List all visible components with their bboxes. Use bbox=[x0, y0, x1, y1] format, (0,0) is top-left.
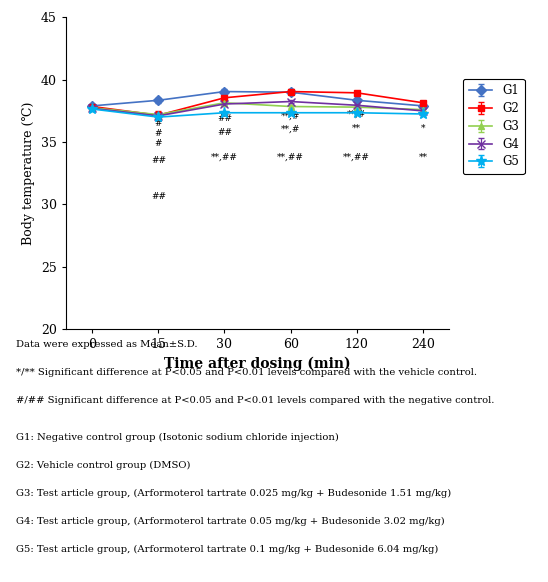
Text: Data were expressed as Mean±S.D.: Data were expressed as Mean±S.D. bbox=[16, 340, 198, 349]
Text: G3: Test article group, (Arformoterol tartrate 0.025 mg/kg + Budesonide 1.51 mg/: G3: Test article group, (Arformoterol ta… bbox=[16, 488, 452, 498]
Text: **,##: **,## bbox=[211, 152, 238, 161]
Text: *: * bbox=[421, 110, 425, 119]
Text: ##: ## bbox=[151, 192, 166, 201]
Text: ##: ## bbox=[217, 114, 232, 123]
Text: **: ** bbox=[419, 152, 427, 161]
Text: ##: ## bbox=[151, 156, 166, 165]
Text: *: * bbox=[421, 124, 425, 133]
Text: **: ** bbox=[352, 124, 361, 133]
Text: #: # bbox=[155, 119, 162, 128]
Text: #: # bbox=[155, 139, 162, 148]
Text: **,#: **,# bbox=[281, 111, 300, 120]
Text: */** Significant difference at P<0.05 and P<0.01 levels compared with the vehicl: */** Significant difference at P<0.05 an… bbox=[16, 368, 477, 377]
Text: **,#: **,# bbox=[347, 110, 367, 119]
Text: #: # bbox=[155, 129, 162, 138]
Y-axis label: Body temperature (℃): Body temperature (℃) bbox=[22, 101, 35, 245]
Text: G4: Test article group, (Arformoterol tartrate 0.05 mg/kg + Budesonide 3.02 mg/k: G4: Test article group, (Arformoterol ta… bbox=[16, 516, 445, 526]
Text: G2: Vehicle control group (DMSO): G2: Vehicle control group (DMSO) bbox=[16, 460, 191, 470]
Text: **,#: **,# bbox=[281, 125, 300, 134]
Text: #/## Significant difference at P<0.05 and P<0.01 levels compared with the negati: #/## Significant difference at P<0.05 an… bbox=[16, 396, 495, 405]
Text: **,##: **,## bbox=[277, 152, 304, 161]
Text: G1: Negative control group (Isotonic sodium chloride injection): G1: Negative control group (Isotonic sod… bbox=[16, 432, 339, 442]
Text: **,##: **,## bbox=[344, 152, 370, 161]
Text: G5: Test article group, (Arformoterol tartrate 0.1 mg/kg + Budesonide 6.04 mg/kg: G5: Test article group, (Arformoterol ta… bbox=[16, 544, 439, 553]
Text: ##: ## bbox=[217, 127, 232, 137]
Legend: G1, G2, G3, G4, G5: G1, G2, G3, G4, G5 bbox=[463, 79, 524, 174]
X-axis label: Time after dosing (min): Time after dosing (min) bbox=[164, 356, 351, 371]
